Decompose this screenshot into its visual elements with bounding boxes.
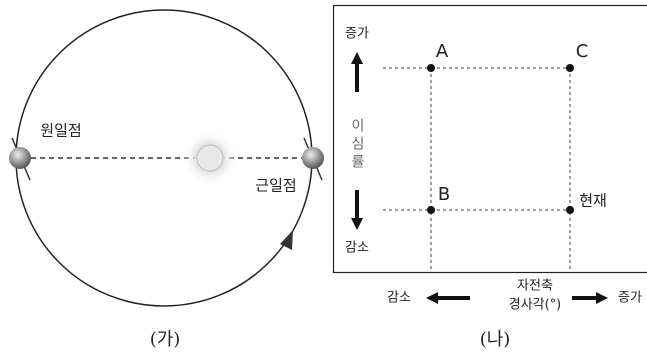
point — [566, 206, 574, 214]
x-decrease-label: 감소 — [387, 291, 411, 306]
x-axis-label: 자전축 — [517, 279, 553, 294]
y-up-arrow — [351, 52, 363, 92]
caption: (나) — [480, 329, 511, 350]
point — [427, 64, 435, 72]
point-label: 현재 — [579, 192, 607, 210]
sun — [197, 145, 223, 171]
y-increase-label: 증가 — [345, 27, 369, 42]
aphelion-planet — [9, 147, 31, 169]
y-decrease-label: 감소 — [345, 241, 369, 256]
point — [566, 64, 574, 72]
perihelion-label: 근일점 — [255, 177, 296, 195]
panel-b: A C B 현재 증가 이심률 감소 감소 자전축 경사각(°) 증가 (나) — [334, 6, 647, 351]
x-right-arrow — [572, 292, 608, 304]
figure: 원일점 근일점 (가) A C B 현재 증가 이심률 감소 감소 자전축 경사… — [0, 0, 647, 354]
point — [427, 206, 435, 214]
x-axis-label: 경사각(°) — [509, 298, 562, 313]
x-increase-label: 증가 — [618, 291, 642, 306]
x-left-arrow — [426, 292, 470, 304]
page: 원일점 근일점 (가) A C B 현재 증가 이심률 감소 감소 자전축 경사… — [0, 0, 647, 354]
panel-a: 원일점 근일점 (가) — [9, 10, 324, 350]
point-label: B — [438, 184, 450, 205]
point-label: C — [576, 41, 589, 62]
point-label: A — [436, 41, 449, 62]
y-axis-label: 이심률 — [349, 118, 365, 172]
plot-frame — [334, 6, 647, 273]
y-down-arrow — [351, 190, 363, 230]
perihelion-planet — [302, 147, 324, 169]
caption: (가) — [150, 329, 181, 350]
aphelion-label: 원일점 — [40, 122, 81, 140]
